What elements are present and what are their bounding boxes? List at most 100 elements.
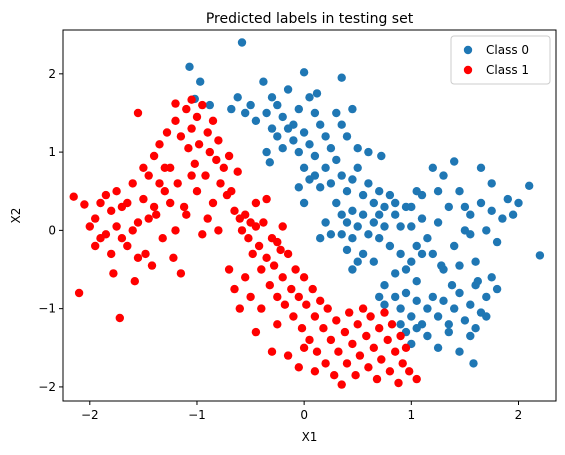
- data-point: [152, 210, 161, 219]
- data-point: [273, 292, 282, 302]
- data-point: [342, 132, 352, 141]
- data-point: [171, 226, 180, 235]
- data-point: [278, 112, 287, 122]
- data-point: [380, 202, 389, 212]
- data-point: [101, 230, 111, 239]
- data-point: [353, 320, 362, 329]
- data-point: [437, 261, 446, 270]
- data-point: [482, 292, 491, 302]
- data-point: [439, 296, 448, 305]
- data-point: [321, 218, 330, 227]
- data-point: [107, 249, 116, 259]
- data-point: [375, 234, 384, 243]
- data-point: [337, 230, 346, 239]
- data-point: [257, 265, 266, 274]
- data-point: [326, 335, 336, 345]
- data-point: [233, 167, 242, 176]
- data-point: [332, 155, 341, 165]
- data-point: [369, 257, 378, 266]
- data-point: [337, 210, 346, 219]
- data-point: [139, 163, 148, 172]
- data-point: [192, 187, 202, 196]
- data-point: [471, 257, 480, 266]
- data-point: [369, 218, 378, 227]
- data-point: [401, 288, 411, 298]
- data-point: [377, 355, 386, 364]
- data-point: [91, 214, 100, 223]
- data-point: [396, 304, 405, 313]
- data-point: [353, 257, 362, 266]
- data-point: [280, 300, 290, 309]
- data-point: [375, 292, 384, 302]
- data-point: [332, 198, 341, 208]
- data-point: [267, 93, 277, 102]
- data-point: [358, 190, 368, 200]
- data-point: [141, 249, 150, 259]
- data-point: [337, 380, 346, 389]
- data-point: [294, 183, 303, 192]
- data-point: [396, 320, 405, 329]
- data-point: [364, 147, 373, 157]
- data-point: [476, 163, 486, 172]
- data-point: [401, 202, 411, 212]
- data-point: [184, 144, 193, 153]
- data-point: [316, 120, 325, 129]
- data-point: [364, 230, 373, 239]
- data-point: [455, 261, 464, 270]
- data-point: [312, 89, 322, 98]
- data-point: [80, 200, 89, 209]
- data-point: [455, 187, 464, 196]
- data-point: [299, 198, 309, 208]
- x-tick-label: −1: [188, 408, 206, 422]
- data-point: [330, 371, 339, 380]
- data-point: [337, 171, 346, 180]
- data-point: [198, 230, 207, 239]
- data-point: [128, 226, 137, 235]
- data-point: [310, 151, 320, 161]
- legend-label: Class 0: [486, 43, 529, 57]
- data-point: [353, 144, 362, 153]
- data-point: [348, 104, 357, 114]
- data-point: [310, 367, 320, 376]
- data-point: [407, 222, 416, 231]
- data-point: [133, 108, 143, 118]
- data-point: [348, 234, 357, 243]
- data-point: [342, 359, 352, 368]
- data-point: [269, 261, 279, 270]
- data-point: [299, 273, 309, 282]
- data-point: [91, 241, 100, 251]
- data-point: [433, 187, 443, 196]
- data-point: [444, 320, 453, 329]
- data-point: [377, 151, 386, 161]
- data-point: [412, 324, 421, 333]
- data-point: [385, 190, 395, 200]
- data-point: [112, 222, 121, 231]
- data-point: [412, 187, 421, 196]
- data-point: [396, 222, 405, 231]
- data-point: [305, 140, 314, 149]
- data-point: [466, 210, 475, 219]
- data-point: [273, 237, 282, 247]
- data-point: [487, 273, 496, 282]
- data-point: [230, 206, 239, 215]
- data-point: [112, 187, 121, 196]
- data-point: [162, 128, 172, 137]
- data-point: [319, 324, 328, 333]
- data-point: [130, 277, 139, 286]
- data-point: [310, 171, 320, 180]
- x-tick-label: 2: [515, 408, 523, 422]
- data-point: [450, 304, 459, 313]
- data-point: [219, 163, 228, 172]
- data-point: [380, 281, 389, 290]
- data-point: [385, 241, 395, 251]
- data-point: [423, 331, 432, 341]
- data-point: [447, 281, 457, 290]
- data-point: [358, 210, 368, 219]
- data-point: [230, 284, 239, 294]
- data-point: [251, 327, 261, 337]
- data-point: [299, 343, 309, 352]
- data-point: [364, 179, 373, 188]
- x-tick-label: 0: [300, 408, 308, 422]
- data-point: [208, 116, 218, 126]
- data-point: [273, 320, 282, 329]
